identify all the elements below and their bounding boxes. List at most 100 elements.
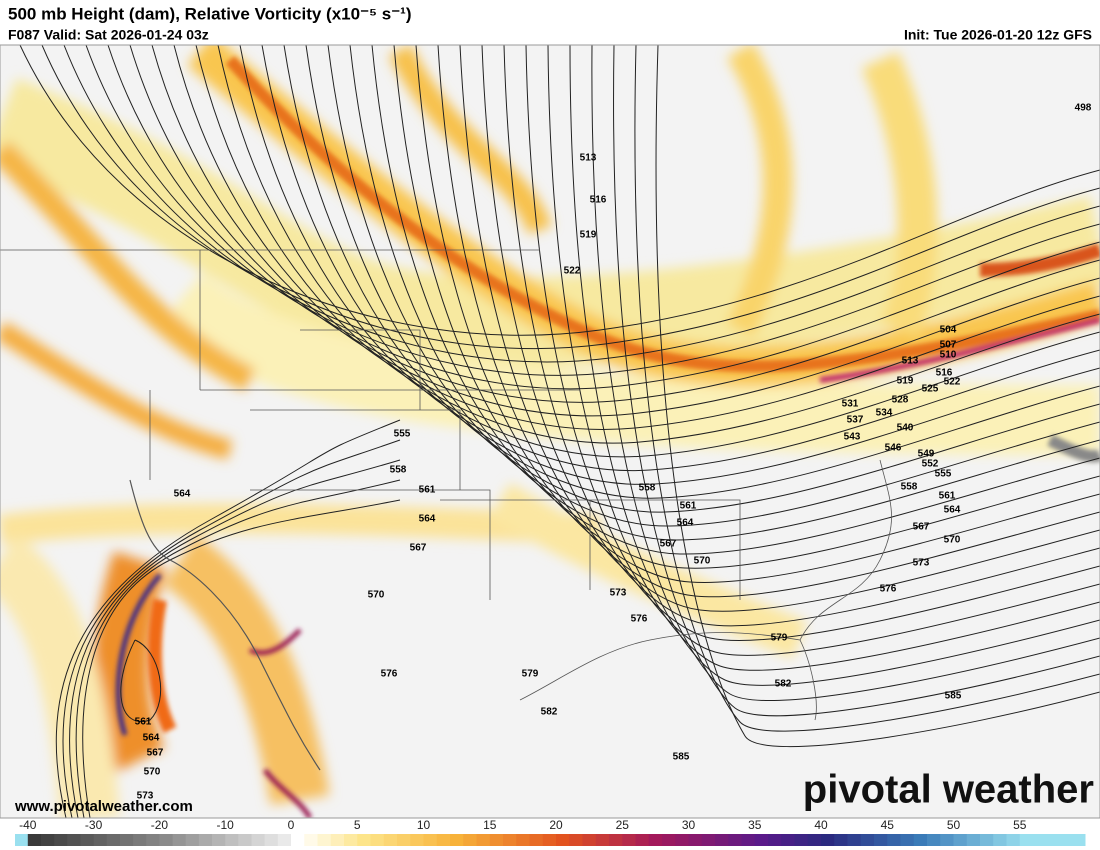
colorbar-cell <box>675 834 689 846</box>
colorbar-cell <box>754 834 769 846</box>
contour-label: 564 <box>174 489 191 500</box>
contour-label: 549 <box>918 449 935 460</box>
contour-label: 561 <box>939 491 956 502</box>
colorbar-tick-label: 35 <box>748 818 762 832</box>
contour-label: 576 <box>880 584 897 595</box>
colorbar-tick-label: 25 <box>616 818 630 832</box>
colorbar-cell <box>993 834 1007 846</box>
contour-label: 567 <box>410 543 427 554</box>
contour-label: 540 <box>897 423 914 434</box>
colorbar-cell <box>821 834 835 846</box>
colorbar-cell <box>1046 834 1060 846</box>
colorbar-cell <box>291 834 305 846</box>
colorbar-cell <box>67 834 81 846</box>
colorbar-cell <box>476 834 491 846</box>
contour-label: 576 <box>631 614 648 625</box>
colorbar-cell <box>450 834 464 846</box>
colorbar-cell <box>370 834 385 846</box>
contour-label: 522 <box>564 266 581 277</box>
colorbar-cell <box>198 834 213 846</box>
colorbar-tick-label: 10 <box>417 818 431 832</box>
contour-label: 558 <box>390 465 407 476</box>
colorbar-cell <box>238 834 253 846</box>
contour-line <box>569 45 1100 686</box>
boundaries <box>0 249 892 771</box>
contour-line <box>41 45 1100 350</box>
colorbar-cell <box>860 834 875 846</box>
colorbar-tick-label: 45 <box>881 818 895 832</box>
colorbar-cell <box>304 834 318 846</box>
contour-line <box>55 419 401 818</box>
contour-line <box>173 45 1100 430</box>
colorbar-tick-label: 55 <box>1013 818 1027 832</box>
colorbar-cell <box>542 834 557 846</box>
contour-label: 555 <box>394 429 411 440</box>
contour-line <box>195 45 1100 444</box>
contour-label: 570 <box>944 535 961 546</box>
map-area <box>0 45 1100 818</box>
valid-time: F087 Valid: Sat 2026-01-24 03z <box>8 27 209 43</box>
contour-label: 558 <box>639 483 656 494</box>
watermark: pivotal weather <box>803 768 1094 812</box>
contour-line <box>107 45 1100 390</box>
colorbar-cell <box>40 834 55 846</box>
contour-label: 585 <box>945 691 962 702</box>
contour-label: 561 <box>135 717 152 728</box>
colorbar-cell <box>93 834 108 846</box>
contour-label: 531 <box>842 399 859 410</box>
colorbar-cell <box>794 834 809 846</box>
colorbar-cell <box>781 834 795 846</box>
contour-label: 567 <box>913 522 930 533</box>
colorbar-tick-label: -20 <box>151 818 169 832</box>
contour-label: 525 <box>922 384 939 395</box>
colorbar-cell <box>185 834 200 846</box>
contour-label: 534 <box>876 408 893 419</box>
colorbar-cell <box>251 834 266 846</box>
colorbar-cell <box>54 834 68 846</box>
colorbar-cell <box>595 834 610 846</box>
colorbar-cell <box>569 834 583 846</box>
contour-label: 558 <box>901 482 918 493</box>
contour-line <box>371 45 1100 555</box>
colorbar-cell <box>436 834 451 846</box>
colorbar-cell <box>807 834 822 846</box>
contour-line <box>503 45 1100 642</box>
colorbar-cell <box>529 834 544 846</box>
contour-line <box>129 45 1100 403</box>
colorbar-tick-label: 50 <box>947 818 961 832</box>
colorbar-cell <box>15 834 29 846</box>
contour-line <box>120 639 162 722</box>
colorbar-cell <box>741 834 756 846</box>
contour-line <box>305 45 1100 513</box>
colorbar-cell <box>119 834 134 846</box>
contour-label: 564 <box>419 514 436 525</box>
colorbar-cell <box>1019 834 1034 846</box>
colorbar-cell <box>317 834 332 846</box>
colorbar-tick-label: 30 <box>682 818 696 832</box>
contour-label: 537 <box>847 415 864 426</box>
colorbar-cell <box>1006 834 1021 846</box>
colorbar-cell <box>357 834 371 846</box>
colorbar-cell <box>768 834 782 846</box>
colorbar-cell <box>225 834 239 846</box>
colorbar-cell <box>913 834 928 846</box>
colorbar-cell <box>940 834 954 846</box>
colorbar-cell <box>1059 834 1074 846</box>
colorbar-cell <box>212 834 226 846</box>
colorbar-cell <box>106 834 121 846</box>
contour-label: 564 <box>944 505 961 516</box>
colorbar-cell <box>662 834 676 846</box>
contour-label: 570 <box>694 556 711 567</box>
colorbar-cell <box>688 834 703 846</box>
contour-line <box>393 45 1100 569</box>
colorbar-cell <box>423 834 438 846</box>
contour-label: 582 <box>775 679 792 690</box>
contour-line <box>217 45 1100 458</box>
colorbar-cell <box>927 834 941 846</box>
colorbar-cell <box>264 834 279 846</box>
colorbar-tick-label: -30 <box>85 818 103 832</box>
colorbar-cell <box>516 834 530 846</box>
colorbar-cell <box>397 834 411 846</box>
contour-label: 528 <box>892 395 909 406</box>
